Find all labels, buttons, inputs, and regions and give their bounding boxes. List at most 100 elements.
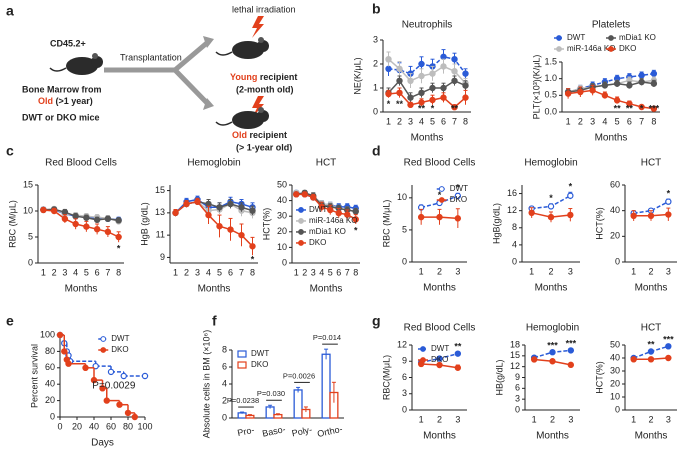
x-tick-label: 100 bbox=[137, 421, 152, 431]
y-tick-label: 16 bbox=[507, 188, 517, 198]
y-tick-label: 9 bbox=[160, 252, 165, 262]
y-tick-label: 40 bbox=[610, 352, 620, 362]
x-tick-label: 1 bbox=[419, 266, 424, 276]
point bbox=[65, 360, 72, 367]
old-age: (> 1-year old) bbox=[236, 142, 292, 152]
legend-marker bbox=[420, 357, 426, 363]
x-tick-label: 1 bbox=[631, 414, 636, 424]
significance: *** bbox=[663, 334, 674, 344]
x-tick-label: 6 bbox=[95, 267, 100, 277]
x-tick-label: 3 bbox=[311, 267, 316, 277]
point bbox=[115, 233, 122, 241]
old-mouse bbox=[215, 107, 269, 129]
point bbox=[417, 213, 425, 221]
point bbox=[407, 101, 414, 109]
legend-label: DWT bbox=[309, 205, 327, 214]
point bbox=[40, 206, 47, 214]
y-axis-label: HB(g/dL) bbox=[494, 359, 504, 395]
young-word: Young bbox=[230, 72, 257, 82]
y-tick-label: 60 bbox=[610, 179, 620, 189]
y-tick-label: 30 bbox=[277, 211, 287, 221]
y-tick-label: 5 bbox=[402, 224, 407, 234]
point bbox=[564, 90, 572, 97]
x-tick-label: 1 bbox=[631, 266, 636, 276]
x-tick-label: 5 bbox=[430, 116, 435, 126]
point bbox=[83, 223, 90, 230]
point bbox=[301, 191, 308, 198]
point bbox=[131, 413, 138, 421]
y-tick-label: 0 bbox=[282, 257, 287, 267]
x-axis-label: Months bbox=[536, 431, 569, 442]
point bbox=[462, 94, 469, 101]
y-tick-label: 80 bbox=[45, 346, 55, 356]
y-tick-label: 9 bbox=[515, 372, 520, 382]
x-tick-label: 80 bbox=[123, 421, 133, 431]
x-tick-label: 0 bbox=[57, 421, 62, 431]
point bbox=[418, 89, 425, 97]
y-axis-label: Percent survival bbox=[29, 344, 39, 408]
point bbox=[418, 72, 425, 80]
panel-label: g bbox=[372, 313, 381, 329]
p-value: P=0.0029 bbox=[92, 380, 136, 391]
y-tick-label: 18 bbox=[510, 339, 520, 349]
legend-marker bbox=[298, 218, 304, 224]
point bbox=[249, 207, 256, 214]
point bbox=[454, 350, 462, 357]
y-tick-label: 5 bbox=[28, 231, 33, 241]
point bbox=[567, 211, 574, 219]
point bbox=[216, 223, 223, 230]
point bbox=[318, 203, 325, 211]
point bbox=[385, 56, 392, 63]
series-line bbox=[633, 201, 669, 214]
point bbox=[183, 200, 190, 208]
point bbox=[50, 207, 58, 215]
point bbox=[589, 87, 596, 94]
x-tick-label: 7 bbox=[452, 116, 457, 126]
point bbox=[530, 356, 538, 363]
y-tick-label: 0 bbox=[515, 404, 520, 414]
point bbox=[429, 96, 436, 104]
legend-marker bbox=[438, 186, 445, 192]
point bbox=[385, 65, 392, 73]
chart-title: Platelets bbox=[592, 20, 630, 31]
legend-label: DKO bbox=[251, 360, 268, 369]
significance: ** bbox=[647, 340, 655, 350]
point bbox=[293, 191, 300, 198]
point bbox=[440, 84, 447, 92]
legend-marker bbox=[608, 46, 614, 52]
point bbox=[61, 348, 68, 355]
chart-title: HCT bbox=[641, 323, 662, 334]
y-tick-label: 10 bbox=[23, 205, 33, 215]
point bbox=[613, 80, 621, 87]
y-tick-label: 9 bbox=[402, 356, 407, 366]
y-tick-label: 20 bbox=[610, 231, 620, 241]
significance: * bbox=[387, 99, 391, 109]
y-tick-label: 30 bbox=[610, 365, 620, 375]
x-tick-label: 3 bbox=[666, 414, 671, 424]
point bbox=[141, 372, 149, 380]
x-tick-label: 60 bbox=[106, 421, 116, 431]
y-axis-label: RBC(M/μL) bbox=[381, 355, 391, 400]
x-tick-label: 3 bbox=[408, 116, 413, 126]
point bbox=[440, 94, 447, 101]
point bbox=[205, 211, 212, 219]
y-tick-label: 12 bbox=[507, 205, 517, 215]
point bbox=[567, 347, 575, 354]
x-tick-label: 4 bbox=[602, 116, 607, 126]
y-tick-label: 8 bbox=[222, 344, 227, 354]
x-tick-label: 3 bbox=[666, 266, 671, 276]
chart-title: Hemoglobin bbox=[526, 323, 579, 334]
x-tick-label: 2 bbox=[550, 414, 555, 424]
x-tick-label: 7 bbox=[239, 267, 244, 277]
point bbox=[630, 356, 637, 363]
point bbox=[194, 198, 201, 205]
y-tick-label: 100 bbox=[40, 329, 55, 339]
point bbox=[451, 67, 458, 75]
x-tick-label: 20 bbox=[72, 421, 82, 431]
x-tick-label: 2 bbox=[648, 266, 653, 276]
point bbox=[310, 194, 317, 201]
recipient: recipient bbox=[250, 130, 288, 140]
point bbox=[528, 209, 535, 217]
point bbox=[115, 217, 122, 224]
point bbox=[665, 211, 672, 218]
